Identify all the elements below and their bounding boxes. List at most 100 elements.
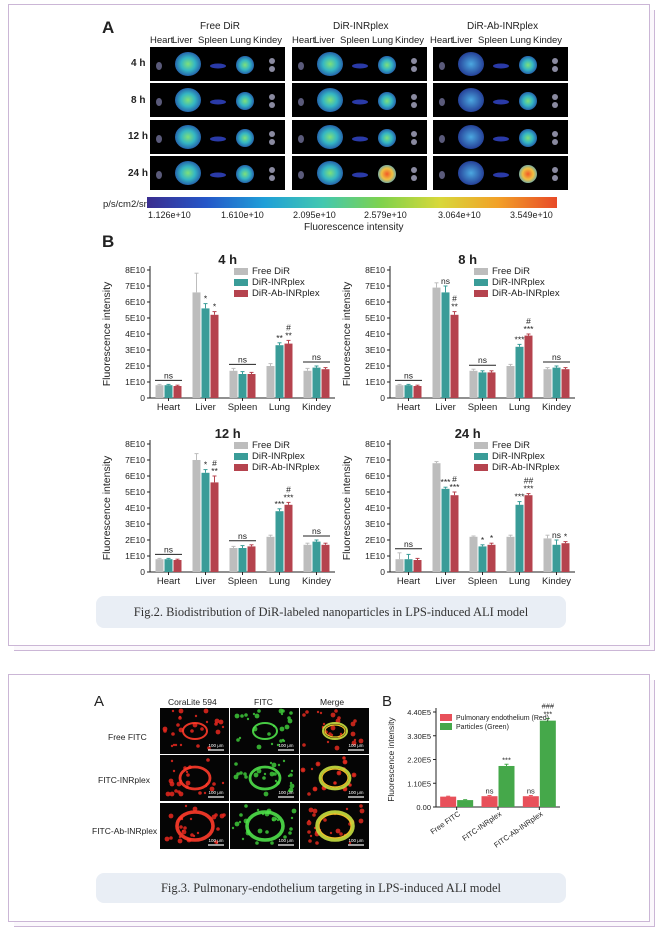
bar	[155, 559, 164, 572]
kidney-organ	[411, 102, 417, 108]
significance-mark: #	[286, 322, 291, 332]
significance-mark: #	[452, 294, 457, 304]
lung-organ	[519, 165, 537, 183]
y-tick-label: 3E10	[125, 519, 145, 529]
y-tick-label: 4E10	[125, 329, 145, 339]
x-category-label: Kindey	[302, 576, 331, 587]
kidney-organ	[269, 102, 275, 108]
legend-label: DiR-Ab-INRplex	[492, 288, 560, 299]
bar	[395, 385, 404, 398]
bar	[395, 559, 404, 572]
chart-title: 12 h	[215, 426, 241, 441]
bar	[432, 287, 441, 398]
bar	[524, 495, 533, 572]
spleen-organ	[352, 99, 368, 105]
fig2-panel-a-letter: A	[102, 18, 115, 37]
y-tick-label: 3.30E5	[407, 732, 431, 741]
colorbar-tick-label: 2.579e+10	[364, 210, 407, 220]
x-category-label: Heart	[157, 402, 181, 413]
kidney-organ	[411, 131, 417, 137]
bar	[487, 372, 496, 398]
kidney-organ	[269, 94, 275, 100]
significance-mark: *	[204, 294, 208, 304]
liver-organ	[458, 88, 484, 112]
lung-organ	[378, 56, 396, 74]
organ-header-lung: Lung	[510, 35, 532, 46]
lung-organ	[378, 165, 396, 183]
significance-mark: *	[481, 535, 485, 545]
heart-organ	[156, 171, 162, 179]
bar	[266, 366, 275, 398]
kidney-organ	[269, 167, 275, 173]
kidney-organ	[411, 58, 417, 64]
heart-organ	[298, 62, 304, 70]
colorbar-tick-label: 2.095e+10	[293, 210, 336, 220]
x-category-label: Kindey	[302, 402, 331, 413]
significance-mark: *	[564, 532, 568, 542]
time-row-24h: 24 h	[128, 168, 149, 179]
colorbar-title: Fluorescence intensity	[304, 222, 404, 233]
micro-row-free-fitc: Free FITC	[108, 732, 147, 742]
significance-mark: ns	[404, 370, 413, 380]
organ-header-kindey: Kindey	[395, 35, 425, 46]
x-category-label: Spleen	[468, 402, 498, 413]
y-axis-label: Fluorescence intensity	[386, 716, 396, 801]
organ-header-liver: Liver	[452, 35, 473, 46]
bar	[192, 292, 201, 398]
micro-row-fitc-inrplex: FITC-INRplex	[98, 775, 150, 785]
lung-organ	[519, 92, 537, 110]
bar	[487, 544, 496, 572]
legend-swatch	[440, 714, 452, 721]
bar	[210, 482, 219, 572]
y-tick-label: 8E10	[365, 265, 385, 275]
y-tick-label: 4E10	[365, 329, 385, 339]
bar	[173, 386, 182, 398]
y-tick-label: 6E10	[365, 471, 385, 481]
legend-swatch	[474, 464, 488, 471]
bar	[469, 536, 478, 572]
legend-label: Particles (Green)	[456, 724, 509, 731]
bar	[440, 796, 457, 807]
group-label-free-dir: Free DiR	[200, 21, 241, 32]
legend-label: DiR-INRplex	[252, 277, 305, 288]
significance-mark: **	[285, 330, 292, 340]
y-tick-label: 2E10	[365, 361, 385, 371]
organ-header-liver: Liver	[172, 35, 193, 46]
y-tick-label: 3E10	[365, 345, 385, 355]
bar	[506, 536, 515, 572]
spleen-organ	[210, 63, 226, 69]
lung-organ	[236, 129, 254, 147]
legend-label: Pulmonary endothelium (Red)	[456, 715, 549, 722]
kidney-organ	[552, 58, 558, 64]
bar-chart-8h: 8 h 0 1E10 2E10 3E10 4E10 5E10 6E10 7E10 8E10 Fluo…	[341, 252, 575, 413]
organ-header-lung: Lung	[372, 35, 394, 46]
y-tick-label: 6E10	[125, 471, 145, 481]
bar	[247, 374, 256, 398]
legend-swatch	[234, 268, 248, 275]
significance-mark: ns	[486, 787, 494, 796]
kidney-organ	[411, 94, 417, 100]
bar	[164, 559, 173, 572]
legend-swatch	[234, 464, 248, 471]
kidney-organ	[552, 167, 558, 173]
x-category-label: Spleen	[468, 576, 498, 587]
x-category-label: Free FITC	[429, 809, 463, 836]
heart-organ	[298, 135, 304, 143]
y-tick-label: 4E10	[365, 503, 385, 513]
legend-swatch	[234, 279, 248, 286]
y-tick-label: 7E10	[365, 281, 385, 291]
y-tick-label: 0.00	[416, 803, 431, 812]
significance-mark: ns	[164, 370, 173, 380]
bar	[552, 544, 561, 572]
legend-label: Free DiR	[492, 266, 530, 277]
organ-header-lung: Lung	[230, 35, 252, 46]
liver-organ	[317, 52, 343, 76]
bar	[450, 495, 459, 572]
bar	[404, 559, 413, 572]
bar	[155, 385, 164, 398]
kidney-organ	[269, 139, 275, 145]
liver-organ	[175, 52, 201, 76]
bar	[321, 369, 330, 398]
y-tick-label: 0	[380, 567, 385, 577]
heart-organ	[298, 98, 304, 106]
